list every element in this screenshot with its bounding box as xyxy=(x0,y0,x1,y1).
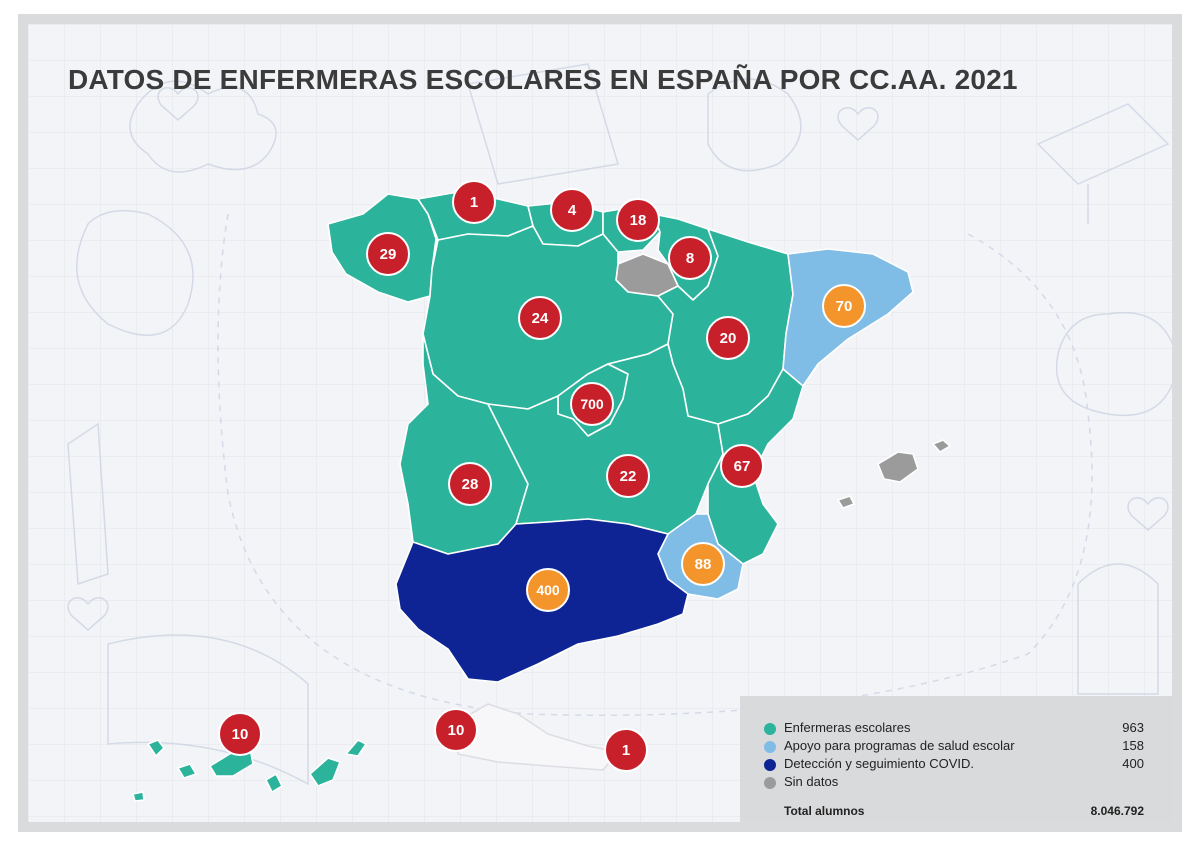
legend-value: 400 xyxy=(1122,756,1144,771)
badge-value: 18 xyxy=(630,212,647,229)
badge-circle xyxy=(434,708,478,752)
region-badge: 20 xyxy=(706,316,750,360)
legend-panel: Enfermeras escolares 963 Apoyo para prog… xyxy=(740,696,1172,822)
region-badges: 29 1 4 18 8 20 70 24 700 28 22 67 88 400 10 10 1 xyxy=(218,180,866,772)
badge-circle xyxy=(720,444,764,488)
legend-item: Enfermeras escolares 963 xyxy=(764,720,1144,738)
legend-swatch-sin-datos xyxy=(764,777,776,789)
badge-circle xyxy=(218,712,262,756)
total-value: 8.046.792 xyxy=(1090,804,1144,818)
badge-value: 28 xyxy=(462,476,479,493)
region-badge: 28 xyxy=(448,462,492,506)
badge-value: 1 xyxy=(470,194,478,211)
region-badge: 700 xyxy=(570,382,614,426)
badge-circle xyxy=(616,198,660,242)
legend-item: Apoyo para programas de salud escolar 15… xyxy=(764,738,1144,756)
region-badge: 1 xyxy=(604,728,648,772)
legend-swatch-enfermeras xyxy=(764,723,776,735)
badge-circle xyxy=(448,462,492,506)
region-badge: 29 xyxy=(366,232,410,276)
badge-circle xyxy=(681,542,725,586)
region-badge: 67 xyxy=(720,444,764,488)
region-badge: 18 xyxy=(616,198,660,242)
region-badge: 24 xyxy=(518,296,562,340)
badge-circle xyxy=(518,296,562,340)
badge-value: 10 xyxy=(232,726,249,743)
badge-value: 1 xyxy=(622,742,630,759)
region-badge: 10 xyxy=(218,712,262,756)
badge-circle xyxy=(570,382,614,426)
legend-swatch-covid xyxy=(764,759,776,771)
legend-total: Total alumnos 8.046.792 xyxy=(764,804,1144,822)
badge-circle xyxy=(452,180,496,224)
badge-circle xyxy=(668,236,712,280)
infographic-frame: DATOS DE ENFERMERAS ESCOLARES EN ESPAÑA … xyxy=(18,14,1182,832)
badge-value: 4 xyxy=(568,202,577,219)
page-title: DATOS DE ENFERMERAS ESCOLARES EN ESPAÑA … xyxy=(68,64,1018,95)
badge-value: 22 xyxy=(620,468,637,485)
badge-value: 8 xyxy=(686,250,694,267)
region-badge: 400 xyxy=(526,568,570,612)
badge-circle xyxy=(604,728,648,772)
badge-circle xyxy=(366,232,410,276)
region-badge: 10 xyxy=(434,708,478,752)
badge-value: 29 xyxy=(380,246,397,263)
region-badge: 22 xyxy=(606,454,650,498)
badge-value: 10 xyxy=(448,722,465,739)
region-ceuta xyxy=(452,703,619,771)
region-badge: 8 xyxy=(668,236,712,280)
badge-circle xyxy=(550,188,594,232)
badge-value: 20 xyxy=(720,330,737,347)
badge-value: 70 xyxy=(836,298,853,315)
region-islas-baleares xyxy=(837,439,951,509)
legend-item: Sin datos xyxy=(764,774,1144,792)
region-badge: 70 xyxy=(822,284,866,328)
spain-map: 29 1 4 18 8 20 70 24 700 28 22 67 88 400 10 10 1 xyxy=(132,180,951,802)
legend-label: Detección y seguimiento COVID. xyxy=(784,756,975,771)
badge-circle xyxy=(706,316,750,360)
region-badge: 1 xyxy=(452,180,496,224)
legend-item: Detección y seguimiento COVID. 400 xyxy=(764,756,1144,774)
legend-label: Apoyo para programas de salud escolar xyxy=(784,738,1015,753)
badge-circle xyxy=(822,284,866,328)
badge-value: 700 xyxy=(580,396,604,412)
legend-swatch-apoyo xyxy=(764,741,776,753)
badge-value: 24 xyxy=(532,310,549,327)
legend-value: 963 xyxy=(1122,720,1144,735)
region-badge: 88 xyxy=(681,542,725,586)
badge-value: 67 xyxy=(734,458,751,475)
badge-value: 400 xyxy=(536,582,560,598)
legend-label: Enfermeras escolares xyxy=(784,720,911,735)
badge-value: 88 xyxy=(695,556,712,573)
legend-label: Sin datos xyxy=(784,774,839,789)
legend-value: 158 xyxy=(1122,738,1144,753)
region-badge: 4 xyxy=(550,188,594,232)
badge-circle xyxy=(606,454,650,498)
total-label: Total alumnos xyxy=(784,804,865,818)
badge-circle xyxy=(526,568,570,612)
